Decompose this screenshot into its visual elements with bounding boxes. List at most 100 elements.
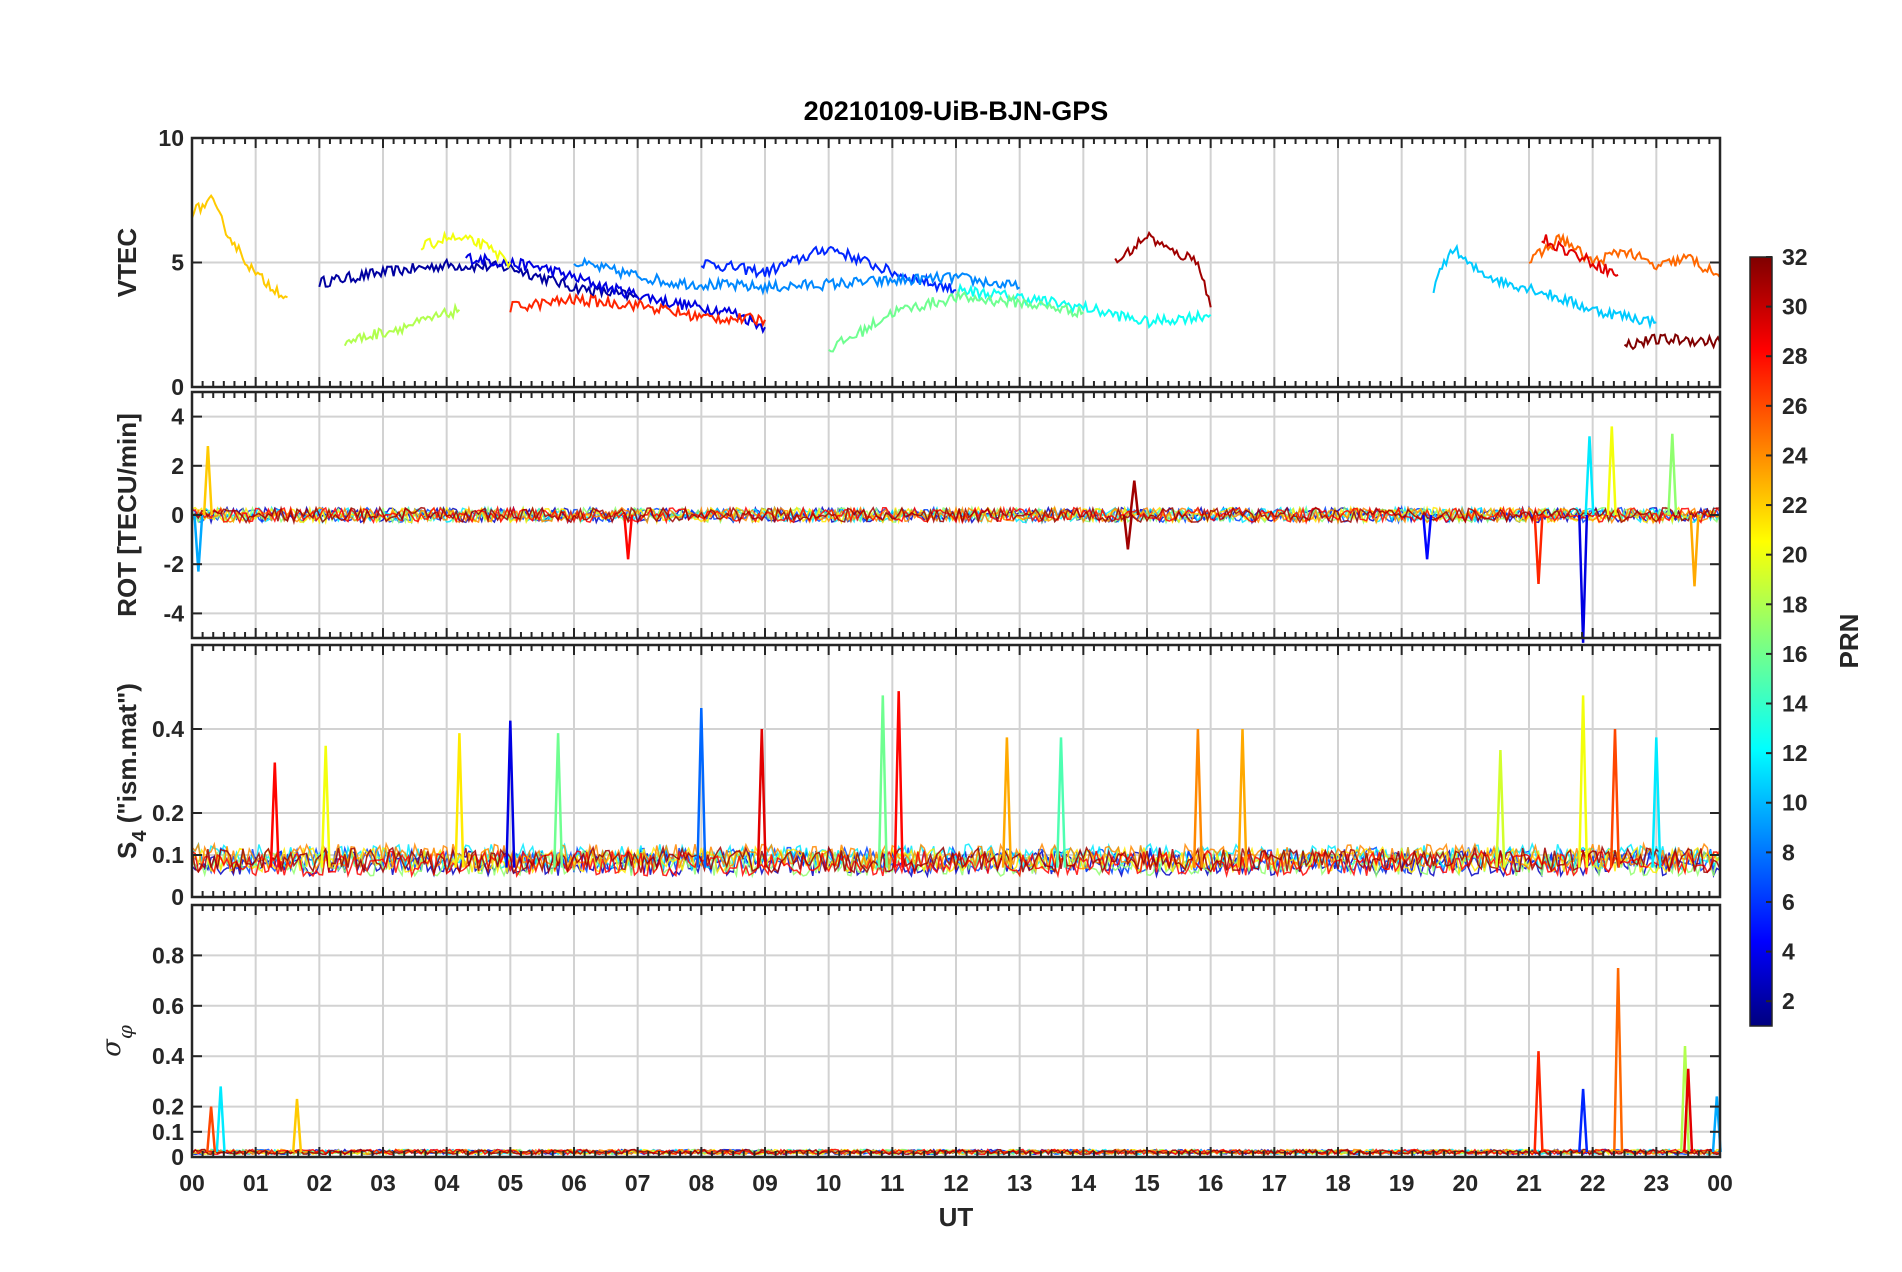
- spike-prn-22: [202, 446, 213, 516]
- y-tick-label: 0: [171, 1144, 184, 1170]
- y-tick-label: 0.8: [152, 942, 184, 968]
- spike-prn-10: [193, 514, 204, 572]
- x-tick-label: 20: [1453, 1170, 1479, 1196]
- y-tick-label: 10: [158, 125, 184, 151]
- x-tick-label: 19: [1389, 1170, 1415, 1196]
- x-tick-label: 09: [752, 1170, 778, 1196]
- y-axis-label: σφ: [97, 1025, 137, 1057]
- vtec-series-prn-32: [1623, 333, 1721, 351]
- x-tick-label: 06: [561, 1170, 587, 1196]
- spike-prn-23: [1689, 514, 1700, 587]
- noise-trace: [191, 505, 1721, 526]
- vtec-series-prn-25: [1528, 232, 1721, 278]
- spike-prn-4: [1578, 514, 1589, 643]
- colorbar-tick-label: 4: [1782, 939, 1795, 965]
- panel-3: 0 0.1 0.2 0.4S4 ("ism.mat"): [112, 643, 1722, 910]
- x-tick-label: 13: [1007, 1170, 1033, 1196]
- colorbar-tick-label: 16: [1782, 641, 1808, 667]
- y-tick-label: 0.4: [152, 1043, 184, 1069]
- x-tick-label: 18: [1325, 1170, 1351, 1196]
- spike-prn-12: [215, 1086, 226, 1153]
- spike-prn-24: [1192, 728, 1204, 868]
- colorbar-tick-label: 22: [1782, 492, 1808, 518]
- spike-prn-29: [1683, 1068, 1694, 1153]
- colorbar-tick-label: 18: [1782, 591, 1808, 617]
- colorbar-tick-label: 20: [1782, 542, 1808, 568]
- vtec-series-prn-16: [828, 288, 1084, 353]
- colorbar-tick-label: 6: [1782, 889, 1795, 915]
- y-axis-label: VTEC: [112, 228, 142, 298]
- x-tick-label: 15: [1134, 1170, 1160, 1196]
- spike-prn-16: [877, 695, 888, 868]
- spike-prn-16: [553, 733, 564, 868]
- x-tick-label: 10: [816, 1170, 842, 1196]
- x-tick-label: 02: [307, 1170, 333, 1196]
- vtec-series-prn-13: [955, 282, 1212, 330]
- x-tick-label: 04: [434, 1170, 460, 1196]
- colorbar-tick-label: 24: [1782, 442, 1808, 468]
- y-tick-label: 2: [171, 453, 184, 479]
- x-axis-label: UT: [939, 1202, 974, 1232]
- x-tick-label: 16: [1198, 1170, 1224, 1196]
- colorbar-tick-label: 12: [1782, 740, 1808, 766]
- spike-prn-6: [1578, 1088, 1589, 1153]
- colorbar-tick-label: 32: [1782, 244, 1808, 270]
- y-axis-label: ROT [TECU/min]: [112, 413, 142, 617]
- colorbar-tick-label: 28: [1782, 343, 1808, 369]
- vtec-series-prn-4: [465, 252, 766, 335]
- x-tick-labels: 00 01 02 03 04 05 06 07 08 09 10 11 12 13 14 15 16 17 18 19…: [179, 1170, 1733, 1196]
- noise-trace: [191, 841, 1721, 872]
- x-tick-label: 05: [498, 1170, 524, 1196]
- panel-2: -4 -2 0 2 4 ROT [TECU/min]: [112, 390, 1722, 643]
- spike-prn-28: [893, 691, 904, 868]
- colorbar-tick-label: 26: [1782, 393, 1808, 419]
- spike-prn-22: [291, 1098, 303, 1153]
- y-tick-label: 0.2: [152, 1094, 184, 1120]
- panel-data: [191, 691, 1721, 879]
- panel-4: 00.10.2 0.4 0.6 0.8 σφ: [97, 903, 1722, 1170]
- y-tick-label: 0.6: [152, 993, 184, 1019]
- colorbar-label: PRN: [1834, 614, 1864, 669]
- vtec-series-prn-27: [509, 292, 766, 328]
- spike-prn-17: [1667, 433, 1678, 516]
- y-tick-label: 0: [171, 374, 184, 400]
- spike-prn-8: [696, 707, 707, 868]
- x-tick-label: 22: [1580, 1170, 1606, 1196]
- y-axis-label: S4 ("ism.mat"): [112, 683, 151, 859]
- vtec-series-prn-18: [343, 302, 461, 347]
- spike-prn-18: [1679, 1046, 1691, 1153]
- vtec-series-prn-9: [573, 256, 1021, 296]
- spike-prn-12: [1584, 436, 1595, 516]
- colorbar-tick-label: 8: [1782, 839, 1795, 865]
- x-tick-label: 11: [880, 1170, 905, 1196]
- vtec-series-prn-29: [1541, 234, 1619, 279]
- vtec-series-prn-2: [318, 257, 639, 303]
- y-tick-label: -4: [164, 600, 185, 626]
- x-tick-label: 23: [1644, 1170, 1670, 1196]
- spike-prn-21: [454, 733, 465, 868]
- x-tick-label: 08: [689, 1170, 715, 1196]
- figure-title: 20210109-UiB-BJN-GPS: [804, 96, 1109, 126]
- spike-prn-23: [1001, 737, 1013, 868]
- x-tick-label: 00: [179, 1170, 205, 1196]
- colorbar-tick-label: 14: [1782, 691, 1808, 717]
- y-tick-label: 0: [171, 502, 184, 528]
- spike-prn-20: [1578, 695, 1589, 868]
- vtec-series-prn-11: [1432, 243, 1657, 330]
- spike-prn-28: [269, 762, 280, 868]
- spike-prn-4: [505, 720, 516, 868]
- spike-prn-27: [1533, 514, 1544, 584]
- x-tick-label: 00: [1707, 1170, 1733, 1196]
- y-tick-label: 0.1: [152, 1119, 184, 1145]
- vtec-series-prn-22: [191, 194, 288, 300]
- spike-prn-31: [1129, 480, 1140, 516]
- x-tick-label: 03: [370, 1170, 396, 1196]
- y-tick-label: 0.1: [152, 842, 184, 868]
- panel-data: [191, 194, 1721, 353]
- spike-prn-25: [1613, 967, 1624, 1153]
- spike-prn-19: [1495, 749, 1506, 868]
- x-tick-label: 01: [243, 1170, 269, 1196]
